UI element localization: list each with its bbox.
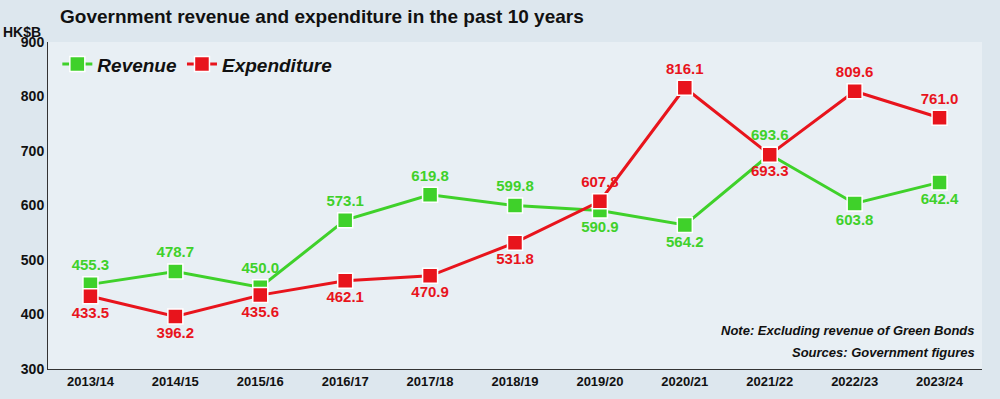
svg-text:2015/16: 2015/16: [237, 374, 284, 389]
svg-text:Note: Excluding revenue of Gre: Note: Excluding revenue of Green Bonds: [721, 323, 975, 338]
svg-text:599.8: 599.8: [496, 177, 534, 194]
svg-text:800: 800: [21, 88, 45, 104]
svg-text:816.1: 816.1: [666, 60, 704, 77]
svg-text:2013/14: 2013/14: [67, 374, 115, 389]
svg-text:Sources: Government figures: Sources: Government figures: [792, 345, 975, 360]
svg-text:300: 300: [21, 361, 45, 377]
svg-text:531.8: 531.8: [496, 250, 534, 267]
svg-text:396.2: 396.2: [157, 324, 195, 341]
svg-text:462.1: 462.1: [326, 288, 364, 305]
svg-text:433.5: 433.5: [72, 304, 110, 321]
svg-text:455.3: 455.3: [72, 256, 110, 273]
svg-text:2014/15: 2014/15: [152, 374, 199, 389]
svg-text:761.0: 761.0: [921, 90, 959, 107]
svg-text:HK$B: HK$B: [3, 24, 41, 40]
svg-text:478.7: 478.7: [157, 243, 195, 260]
svg-text:600: 600: [21, 197, 45, 213]
svg-text:590.9: 590.9: [581, 218, 619, 235]
svg-text:2020/21: 2020/21: [661, 374, 708, 389]
svg-text:470.9: 470.9: [411, 283, 449, 300]
svg-text:450.0: 450.0: [241, 259, 279, 276]
svg-text:700: 700: [21, 143, 45, 159]
svg-text:900: 900: [21, 34, 45, 50]
svg-text:2023/24: 2023/24: [916, 374, 964, 389]
svg-text:435.6: 435.6: [241, 303, 279, 320]
svg-text:2019/20: 2019/20: [576, 374, 623, 389]
svg-text:2022/23: 2022/23: [831, 374, 878, 389]
svg-text:Expenditure: Expenditure: [222, 55, 332, 76]
svg-text:400: 400: [21, 306, 45, 322]
svg-text:642.4: 642.4: [921, 190, 959, 207]
svg-text:693.6: 693.6: [751, 126, 789, 143]
svg-text:2017/18: 2017/18: [407, 374, 454, 389]
svg-text:2018/19: 2018/19: [492, 374, 539, 389]
svg-text:603.8: 603.8: [836, 211, 874, 228]
svg-text:Government revenue and expendi: Government revenue and expenditure in th…: [60, 6, 584, 27]
svg-text:693.3: 693.3: [751, 162, 789, 179]
svg-text:2016/17: 2016/17: [322, 374, 369, 389]
svg-text:619.8: 619.8: [411, 167, 449, 184]
svg-text:Revenue: Revenue: [97, 55, 177, 76]
svg-text:809.6: 809.6: [836, 63, 874, 80]
svg-text:607.8: 607.8: [581, 173, 619, 190]
svg-text:500: 500: [21, 252, 45, 268]
svg-text:573.1: 573.1: [326, 192, 364, 209]
svg-text:2021/22: 2021/22: [746, 374, 793, 389]
svg-text:564.2: 564.2: [666, 233, 704, 250]
